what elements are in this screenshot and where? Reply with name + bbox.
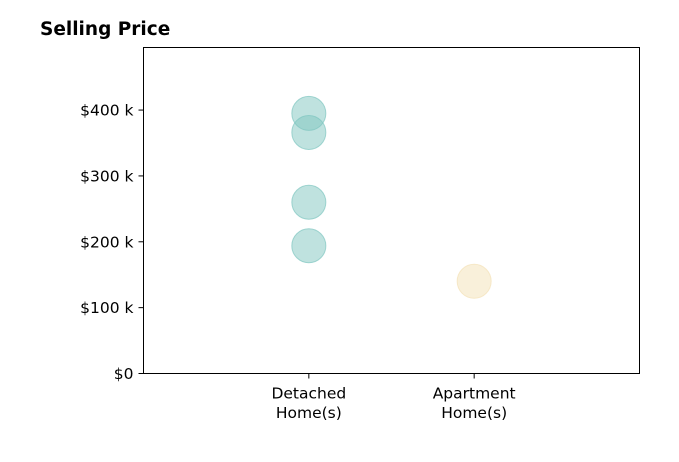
plot-frame <box>143 47 640 374</box>
data-point <box>291 114 327 150</box>
y-tick-label: $100 k <box>80 299 133 317</box>
x-tick-label: Detached Home(s) <box>271 385 346 423</box>
y-tick-label: $200 k <box>80 233 133 251</box>
axis-layer: $0 $100 k $200 k $300 k $400 k Detached Home(s… <box>80 102 515 422</box>
data-point <box>456 263 492 299</box>
x-tick-label: Apartment Home(s) <box>433 385 516 423</box>
data-point <box>291 184 327 220</box>
y-tick-label: $300 k <box>80 167 133 185</box>
y-tick-label: $0 <box>114 365 134 383</box>
marks-layer <box>291 95 492 299</box>
data-point <box>291 228 327 264</box>
y-tick-label: $400 k <box>80 102 133 120</box>
chart-title: Selling Price <box>40 19 170 40</box>
